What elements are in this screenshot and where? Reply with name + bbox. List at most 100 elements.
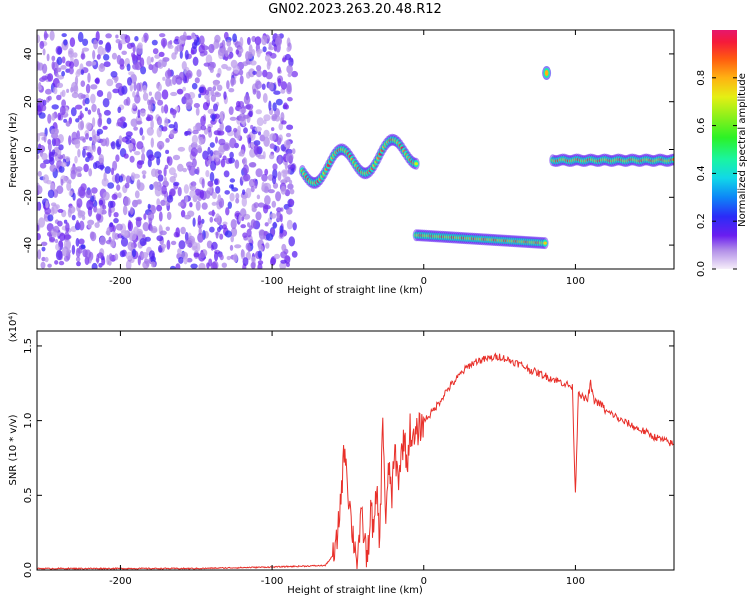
heatmap-cell (177, 248, 182, 255)
heatmap-cell (150, 137, 154, 148)
heatmap-cell (198, 86, 205, 94)
heatmap-cell (217, 194, 222, 202)
heatmap-cell (74, 155, 78, 164)
heatmap-cell (250, 124, 254, 130)
heatmap-cell (129, 206, 134, 215)
heatmap-cell (544, 70, 549, 77)
heatmap-cell (251, 49, 256, 57)
heatmap-cell (112, 88, 120, 94)
heatmap-cell (52, 189, 59, 198)
heatmap-cell (161, 185, 167, 195)
heatmap-cell (148, 102, 154, 111)
heatmap-cell (209, 67, 214, 73)
heatmap-cell (140, 109, 146, 117)
heatmap-cell (104, 166, 112, 174)
heatmap-cell (47, 95, 52, 101)
heatmap-cell (63, 255, 70, 262)
heatmap-cell (192, 56, 199, 66)
heatmap-cell (127, 221, 133, 232)
heatmap-cell (105, 137, 110, 147)
heatmap-cell (215, 136, 218, 144)
heatmap-cell (37, 61, 41, 71)
heatmap-cell (245, 242, 251, 251)
heatmap-cell (185, 97, 193, 107)
heatmap-cell (287, 164, 293, 170)
heatmap-cell (232, 33, 238, 43)
heatmap-cell (229, 116, 237, 121)
heatmap-cell (43, 159, 51, 165)
heatmap-cell (182, 167, 187, 173)
heatmap-cell (94, 78, 100, 84)
heatmap-cell (81, 215, 86, 221)
heatmap-cell (37, 133, 41, 142)
heatmap-cell (37, 249, 42, 260)
heatmap-cell (44, 256, 49, 263)
heatmap-cell (136, 141, 144, 150)
heatmap-cell (166, 239, 171, 250)
heatmap-cell (209, 171, 215, 183)
heatmap-cell (38, 112, 46, 119)
snr-multiplier: (x10⁴) (8, 312, 19, 343)
heatmap-cell (261, 83, 266, 90)
heatmap-cell (97, 164, 105, 170)
heatmap-cell (224, 230, 232, 238)
heatmap-cell (283, 170, 287, 181)
heatmap-cell (287, 97, 293, 102)
heatmap-cell (227, 201, 232, 209)
heatmap-cell (165, 77, 172, 87)
heatmap-cell (194, 77, 200, 84)
heatmap-cell (256, 48, 261, 58)
heatmap-cell (286, 124, 294, 130)
heatmap-cell (210, 160, 217, 171)
heatmap-cell (200, 115, 206, 126)
heatmap-cell (44, 207, 52, 215)
heatmap-cell (37, 154, 40, 160)
heatmap-cell (131, 248, 137, 258)
heatmap-cell (171, 52, 177, 60)
heatmap-cell (139, 238, 147, 247)
heatmap-cell (179, 50, 183, 59)
heatmap-cell (111, 193, 118, 200)
heatmap-cell (265, 242, 270, 249)
heatmap-cell (61, 56, 66, 64)
snr-series-line (37, 352, 674, 570)
heatmap-cell (258, 244, 264, 252)
heatmap-cell (192, 129, 199, 135)
heatmap-cell (37, 98, 42, 104)
heatmap-cell (196, 145, 202, 154)
heatmap-cell (132, 63, 139, 70)
heatmap-feature-noise (37, 30, 298, 269)
heatmap-feature-track (298, 133, 420, 189)
heatmap-cell (94, 222, 100, 229)
heatmap-cell (61, 246, 69, 257)
heatmap-cell (256, 117, 264, 126)
heatmap-cell (254, 36, 262, 46)
heatmap-cell (119, 250, 126, 258)
heatmap-feature-spot (542, 66, 552, 81)
heatmap-cell (99, 199, 104, 205)
heatmap-cell (37, 201, 40, 211)
heatmap-cell (85, 60, 93, 67)
heatmap-cell (275, 191, 282, 202)
heatmap-cell (80, 113, 84, 119)
heatmap-cell (193, 125, 197, 131)
heatmap-cell (188, 242, 193, 248)
heatmap-cell (198, 136, 204, 146)
heatmap-cell (172, 154, 181, 161)
heatmap-cell (75, 219, 80, 230)
heatmap-cell (79, 220, 85, 231)
page-title: GN02.2023.263.20.48.R12 (268, 2, 442, 17)
heatmap-cell (107, 182, 115, 189)
heatmap-cell (277, 171, 282, 181)
heatmap-cell (123, 153, 129, 159)
heatmap-cell (136, 120, 143, 125)
heatmap-cell (110, 141, 116, 150)
heatmap-cell (75, 118, 80, 123)
heatmap-cell (188, 165, 196, 176)
heatmap-cell (241, 61, 249, 67)
heatmap-cell (57, 208, 64, 213)
heatmap-cell (165, 149, 170, 154)
heatmap-cell (223, 91, 227, 100)
heatmap-cell (145, 260, 150, 267)
